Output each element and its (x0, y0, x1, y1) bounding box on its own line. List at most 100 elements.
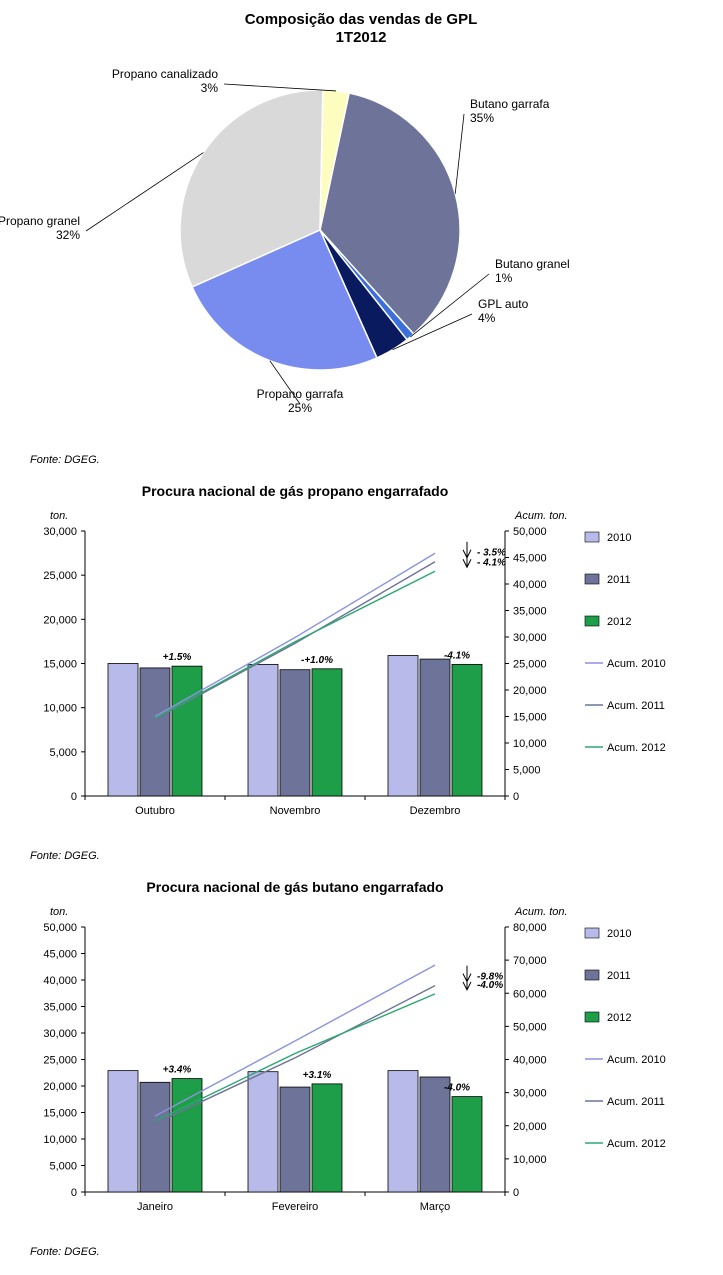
bar (172, 666, 202, 796)
y-right-tick: 10,000 (513, 1154, 547, 1166)
y-right-tick: 5,000 (513, 765, 541, 777)
x-tick-label: Janeiro (137, 1201, 173, 1213)
legend-swatch (585, 574, 599, 584)
bar-annotation: +3.4% (163, 1065, 192, 1076)
y-right-tick: 10,000 (513, 738, 547, 750)
y-left-tick: 15,000 (43, 659, 77, 671)
legend-label: Acum. 2011 (607, 700, 665, 712)
pie-label: Propano granel (0, 214, 80, 228)
y-right-tick: 25,000 (513, 659, 547, 671)
legend-swatch (585, 928, 599, 938)
svg-text:Composição das vendas de GPL: Composição das vendas de GPL (245, 11, 478, 28)
pie-source: Fonte: DGEG. (0, 450, 723, 476)
y-left-tick: 20,000 (43, 614, 77, 626)
y-right-tick: 60,000 (513, 988, 547, 1000)
bar (248, 664, 278, 796)
bar (312, 669, 342, 796)
pie-label-pct: 1% (495, 271, 513, 285)
bar (452, 1097, 482, 1192)
bar (420, 1077, 450, 1192)
y-right-tick: 70,000 (513, 955, 547, 967)
pie-label-pct: 3% (201, 81, 219, 95)
pie-leader (224, 84, 336, 91)
y-right-tick: 15,000 (513, 712, 547, 724)
y-left-tick: 5,000 (49, 1161, 77, 1173)
bar (108, 664, 138, 797)
y-left-tick: 45,000 (43, 949, 77, 961)
x-tick-label: Fevereiro (272, 1201, 318, 1213)
legend-swatch (585, 532, 599, 542)
butano-source: Fonte: DGEG. (0, 1242, 723, 1268)
legend-label: Acum. 2011 (607, 1096, 665, 1108)
propano-chart-block: Procura nacional de gás propano engarraf… (0, 476, 723, 846)
y-left-tick: 30,000 (43, 1028, 77, 1040)
y-right-tick: 20,000 (513, 685, 547, 697)
legend-swatch (585, 970, 599, 980)
y-right-label: Acum. ton. (514, 510, 568, 522)
x-tick-label: Outubro (135, 805, 175, 817)
y-left-label: ton. (50, 906, 68, 918)
line-annotation: -4.0% (477, 980, 503, 991)
bar-annotation: +1.5% (163, 652, 192, 663)
y-right-tick: 0 (513, 791, 519, 803)
y-right-tick: 50,000 (513, 526, 547, 538)
y-right-tick: 30,000 (513, 1088, 547, 1100)
bar (388, 656, 418, 796)
y-right-tick: 40,000 (513, 1055, 547, 1067)
bar-annotation: +3.1% (303, 1070, 332, 1081)
legend-label: 2012 (607, 1012, 631, 1024)
legend-label: Acum. 2012 (607, 742, 666, 754)
y-right-tick: 0 (513, 1187, 519, 1199)
pie-label: GPL auto (478, 297, 529, 311)
pie-label: Butano granel (495, 257, 570, 271)
legend-swatch (585, 616, 599, 626)
y-left-tick: 10,000 (43, 1134, 77, 1146)
y-left-tick: 40,000 (43, 975, 77, 987)
y-left-tick: 25,000 (43, 1055, 77, 1067)
bar (388, 1071, 418, 1192)
x-tick-label: Março (420, 1201, 451, 1213)
line-annotation: - 4.1% (477, 557, 506, 568)
legend-label: Acum. 2010 (607, 658, 666, 670)
y-left-tick: 35,000 (43, 1002, 77, 1014)
pie-chart-block: Composição das vendas de GPL1T2012 Butano… (0, 0, 723, 450)
propano-source: Fonte: DGEG. (0, 846, 723, 872)
y-left-tick: 15,000 (43, 1108, 77, 1120)
y-left-label: ton. (50, 510, 68, 522)
bar (280, 1087, 310, 1192)
legend-swatch (585, 1012, 599, 1022)
pie-label-pct: 32% (56, 228, 80, 242)
y-left-tick: 30,000 (43, 526, 77, 538)
y-left-tick: 0 (71, 1187, 77, 1199)
bar (140, 1082, 170, 1192)
x-tick-label: Dezembro (410, 805, 461, 817)
y-right-tick: 40,000 (513, 579, 547, 591)
bar (108, 1071, 138, 1192)
butano-chart-block: Procura nacional de gás butano engarrafa… (0, 872, 723, 1242)
y-left-tick: 50,000 (43, 922, 77, 934)
pie-label-pct: 4% (478, 311, 496, 325)
x-tick-label: Novembro (270, 805, 321, 817)
bar (312, 1084, 342, 1192)
chart-title: Procura nacional de gás butano engarrafa… (146, 879, 443, 895)
y-right-tick: 20,000 (513, 1121, 547, 1133)
legend-label: 2011 (607, 574, 631, 586)
pie-chart-svg: Composição das vendas de GPL1T2012 Butano… (0, 0, 723, 450)
y-right-tick: 30,000 (513, 632, 547, 644)
pie-label-pct: 25% (288, 401, 312, 415)
y-right-tick: 50,000 (513, 1021, 547, 1033)
legend-label: 2011 (607, 970, 631, 982)
bar (172, 1079, 202, 1192)
legend-label: 2012 (607, 616, 631, 628)
butano-chart-svg: Procura nacional de gás butano engarrafa… (0, 872, 723, 1242)
y-right-label: Acum. ton. (514, 906, 568, 918)
svg-text:1T2012: 1T2012 (336, 29, 387, 46)
legend-label: Acum. 2010 (607, 1054, 666, 1066)
y-right-tick: 45,000 (513, 553, 547, 565)
bar (420, 659, 450, 796)
y-right-tick: 35,000 (513, 606, 547, 618)
y-left-tick: 10,000 (43, 703, 77, 715)
y-left-tick: 0 (71, 791, 77, 803)
bar-annotation: -4.1% (444, 650, 470, 661)
pie-label: Butano garrafa (470, 97, 550, 111)
